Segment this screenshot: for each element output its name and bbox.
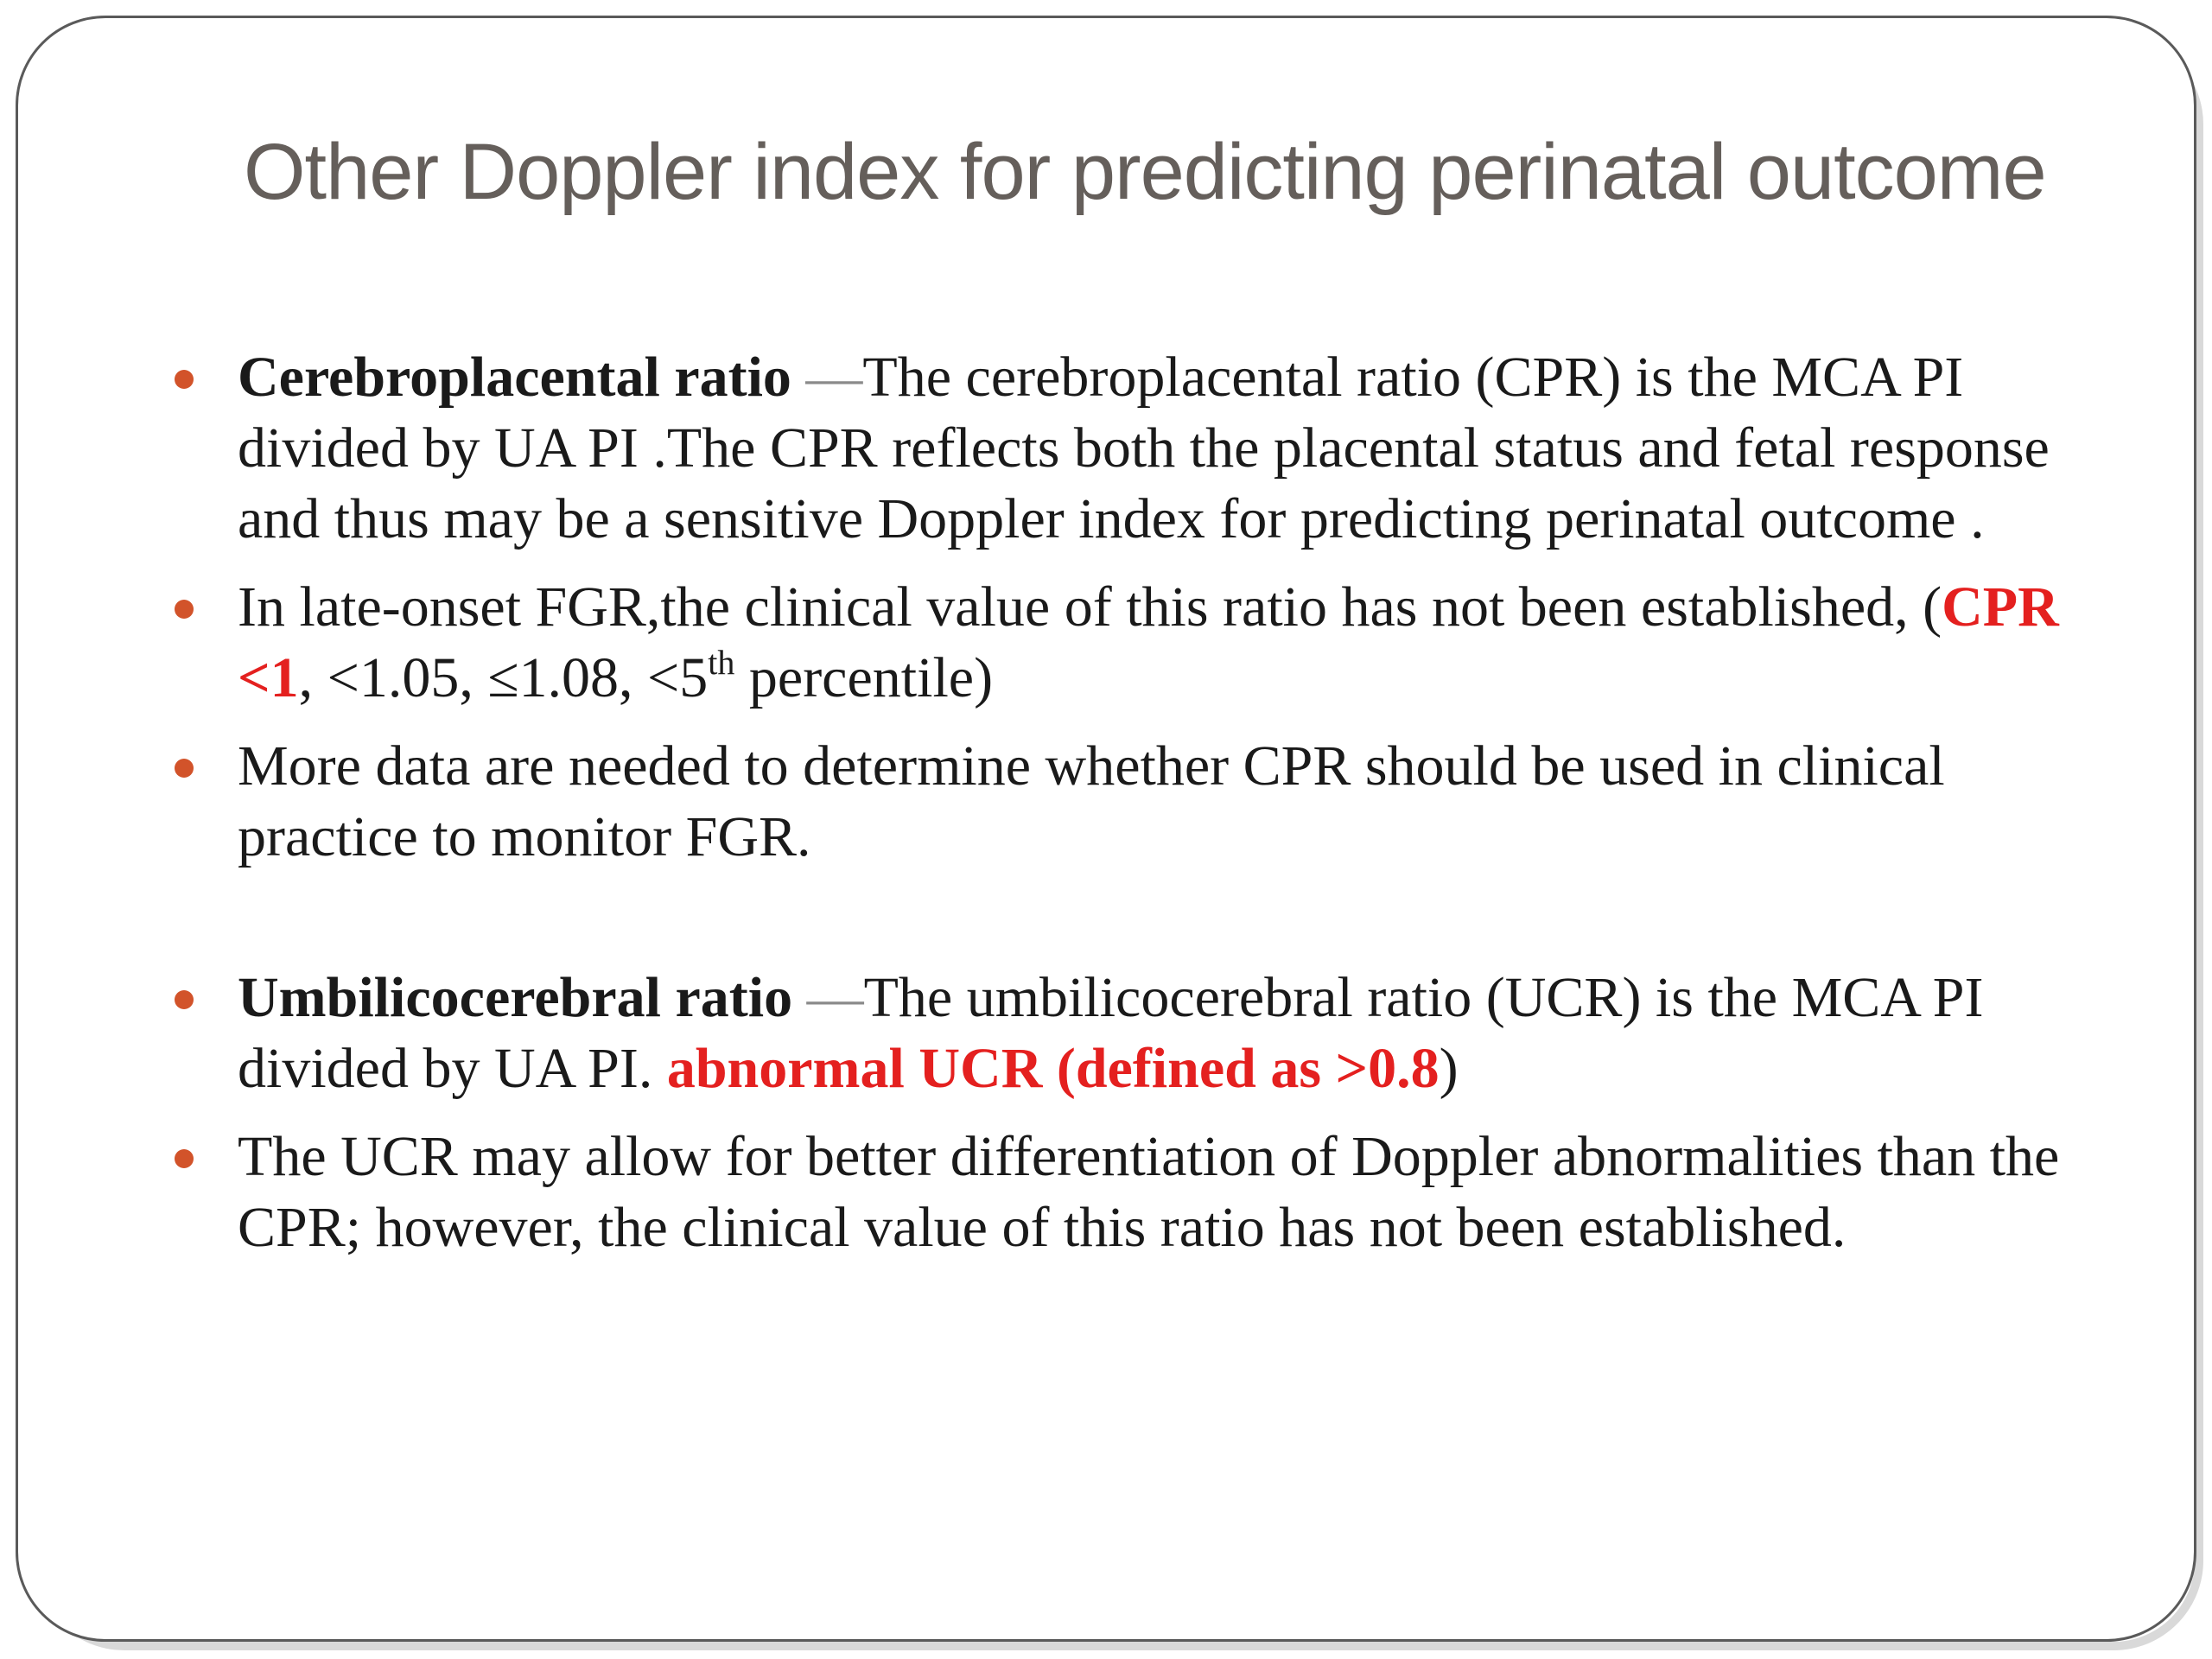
bullet-text: , <1.05, ≤1.08, <5 — [298, 646, 709, 709]
bullet-late-onset-fgr: In late-onset FGR,the clinical value of … — [175, 572, 2104, 714]
bullet-text: The cerebroplacental ratio (CPR) is the … — [238, 346, 2050, 550]
bullet-cerebroplacental-ratio: Cerebroplacental ratio —The cerebroplace… — [175, 342, 2104, 555]
slide-shadow — [35, 35, 2203, 1650]
em-dash: — — [792, 966, 864, 1029]
bullet-dot-icon — [175, 370, 194, 389]
highlight-text: CPR <1 — [238, 575, 2059, 709]
bullet-text: ) — [1439, 1037, 1459, 1100]
em-dash: — — [791, 346, 863, 409]
bullet-ucr-differentiation: The UCR may allow for better differentia… — [175, 1122, 2104, 1263]
bullet-dot-icon — [175, 1149, 194, 1168]
highlight-text: abnormal UCR (defined as >0.8 — [666, 1037, 1440, 1100]
bullet-text: In late-onset FGR,the clinical value of … — [238, 575, 1942, 639]
bullet-dot-icon — [175, 600, 194, 619]
bullet-text: The UCR may allow for better differentia… — [238, 1125, 2060, 1259]
slide-frame — [16, 16, 2196, 1642]
bullet-umbilicocerebral-ratio: Umbilicocerebral ratio —The umbilicocere… — [175, 963, 2104, 1104]
bullet-text: percentile) — [734, 646, 994, 709]
slide-title: Other Doppler index for predicting perin… — [244, 128, 2047, 216]
bullet-term: Cerebroplacental ratio — [238, 346, 791, 409]
bullet-text: More data are needed to determine whethe… — [238, 734, 1945, 868]
bullet-list: Cerebroplacental ratio —The cerebroplace… — [175, 342, 2104, 1281]
bullet-dot-icon — [175, 990, 194, 1009]
bullet-more-data-needed: More data are needed to determine whethe… — [175, 731, 2104, 873]
bullet-text: The umbilicocerebral ratio (UCR) is the … — [238, 966, 1984, 1100]
superscript: th — [708, 643, 735, 682]
bullet-dot-icon — [175, 759, 194, 778]
bullet-term: Umbilicocerebral ratio — [238, 966, 793, 1029]
